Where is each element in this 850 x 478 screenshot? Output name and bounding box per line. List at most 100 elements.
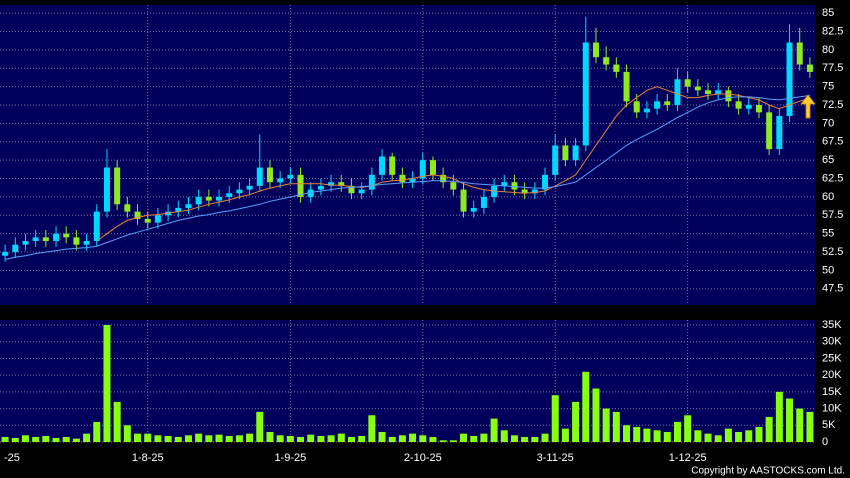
volume-bar — [83, 433, 91, 442]
candle-body — [562, 145, 569, 161]
candle-body — [73, 237, 80, 245]
candle-body — [521, 189, 528, 194]
volume-bar — [796, 408, 804, 442]
candle-body — [766, 112, 773, 150]
y-tick-label: 30K — [822, 336, 842, 348]
candle-body — [144, 218, 151, 223]
candle-body — [776, 116, 783, 150]
candle-body — [358, 189, 365, 194]
volume-bar — [643, 428, 651, 442]
volume-bar — [439, 440, 447, 442]
volume-bar — [765, 416, 773, 442]
candle-body — [572, 145, 579, 161]
candle-body — [256, 167, 263, 186]
volume-bar — [510, 435, 518, 442]
volume-bar — [521, 436, 529, 442]
candle-body — [633, 101, 640, 113]
volume-bar — [541, 433, 549, 442]
candle-body — [2, 252, 9, 256]
candle-body — [368, 174, 375, 190]
volume-bar — [531, 436, 539, 442]
candle-body — [786, 42, 793, 117]
candle-body — [715, 90, 722, 94]
candle-body — [613, 64, 620, 72]
volume-bar — [663, 431, 671, 442]
volume-bar — [235, 435, 243, 442]
candle-body — [429, 160, 436, 175]
y-tick-label: 65 — [822, 154, 834, 166]
y-tick-label: 20K — [822, 369, 842, 381]
volume-bar — [500, 430, 508, 442]
volume-bar — [735, 431, 743, 442]
candle-body — [338, 182, 345, 186]
candle-body — [297, 174, 304, 197]
y-tick-label: 10K — [822, 402, 842, 414]
volume-bar — [592, 388, 600, 442]
candle-body — [317, 185, 324, 190]
volume-bar — [806, 411, 814, 442]
x-tick-label: 1-8-25 — [132, 452, 164, 464]
volume-bar — [307, 434, 315, 442]
volume-bar — [154, 435, 162, 442]
candle-body — [684, 79, 691, 87]
candle-body — [195, 196, 202, 205]
candle-body — [460, 189, 467, 212]
volume-bar — [429, 436, 437, 442]
moving-average-line — [4, 94, 810, 260]
volume-bar — [490, 418, 498, 442]
candle-body — [501, 182, 508, 186]
volume-bar — [123, 425, 131, 442]
candle-body — [735, 101, 742, 109]
candle-body — [592, 42, 599, 58]
volume-bar — [561, 428, 569, 442]
volume-bar — [134, 433, 142, 442]
volume-bar — [714, 435, 722, 442]
candle-body — [480, 196, 487, 208]
volume-bar — [612, 411, 620, 442]
y-tick-label: 77.5 — [822, 62, 843, 74]
candle-body — [531, 189, 538, 194]
volume-bar — [449, 440, 457, 442]
candle-body — [379, 156, 386, 175]
candle-body — [185, 204, 192, 208]
volume-bar — [317, 435, 325, 442]
candle-body — [745, 105, 752, 109]
candle-body — [450, 182, 457, 190]
y-tick-label: 57.5 — [822, 209, 843, 221]
candle-body — [22, 241, 29, 245]
candle-body — [53, 233, 60, 242]
y-tick-label: 82.5 — [822, 25, 843, 37]
candle-body — [409, 178, 416, 183]
volume-bar — [113, 401, 121, 442]
candle-body — [806, 64, 813, 72]
volume-bar — [164, 435, 172, 442]
volume-bar — [347, 436, 355, 442]
candle-body — [114, 167, 121, 205]
candle-body — [134, 211, 141, 219]
volume-bar — [602, 408, 610, 442]
volume-bar — [704, 433, 712, 442]
volume-bar — [286, 435, 294, 442]
volume-bar — [694, 430, 702, 442]
volume-bar — [419, 435, 427, 442]
volume-bar — [623, 425, 631, 442]
volume-bar — [32, 436, 40, 442]
volume-bar — [409, 433, 417, 442]
candle-body — [266, 167, 273, 183]
y-tick-label: 85 — [822, 7, 834, 19]
volume-bar — [144, 433, 152, 442]
y-tick-label: 47.5 — [822, 283, 843, 295]
x-tick-label: 3-11-25 — [537, 452, 574, 464]
volume-bar — [358, 435, 366, 442]
y-tick-label: 62.5 — [822, 172, 843, 184]
candle-body — [603, 57, 610, 65]
candle-body — [124, 204, 131, 212]
candle-body — [643, 108, 650, 113]
volume-bar — [11, 437, 19, 442]
candle-body — [42, 237, 49, 242]
candle-body — [389, 156, 396, 175]
volume-bar — [205, 435, 213, 442]
volume-bar — [225, 435, 233, 442]
y-tick-label: 0 — [822, 436, 828, 448]
